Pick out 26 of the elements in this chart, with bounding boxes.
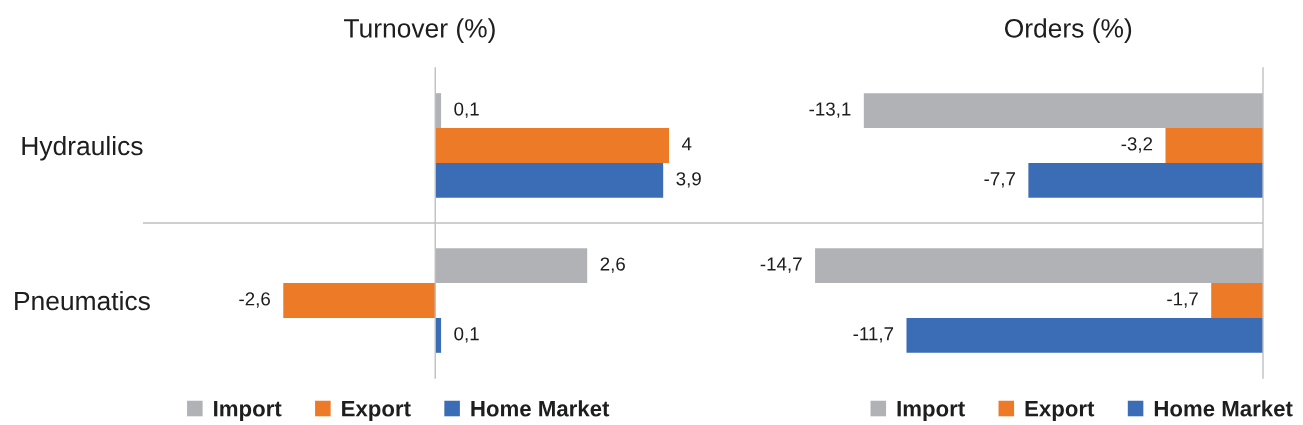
legend-label: Home Market (1154, 400, 1293, 417)
data-label: 4 (681, 137, 692, 151)
chart-title: Turnover (%) (344, 18, 495, 43)
legend-label: Export (342, 401, 411, 421)
data-label: 0,1 (454, 327, 479, 343)
legend-label: Import (214, 401, 282, 421)
chart-title: Orders (%) (1004, 18, 1132, 43)
data-label: -2,6 (239, 292, 270, 308)
data-label: -1,7 (1167, 292, 1198, 308)
bar (435, 128, 670, 163)
data-label: -13,1 (809, 102, 851, 118)
legend-label: Home Market (471, 400, 610, 417)
data-label: 0,1 (454, 102, 479, 118)
data-label: -11,7 (853, 327, 894, 343)
legend-label: Export (1025, 401, 1095, 421)
bar (435, 162, 664, 198)
legend-label: Import (897, 401, 965, 421)
data-label: 2,6 (600, 257, 625, 273)
bar (283, 283, 436, 318)
data-label: 3,9 (676, 172, 701, 188)
data-label: -14,7 (760, 257, 802, 273)
bar (435, 248, 588, 284)
y-tick-label: Pneumatics (15, 290, 150, 311)
data-label: -3,2 (1121, 137, 1153, 153)
data-label: -7,7 (984, 172, 1015, 188)
y-tick-label: Hydraulics (22, 135, 143, 161)
